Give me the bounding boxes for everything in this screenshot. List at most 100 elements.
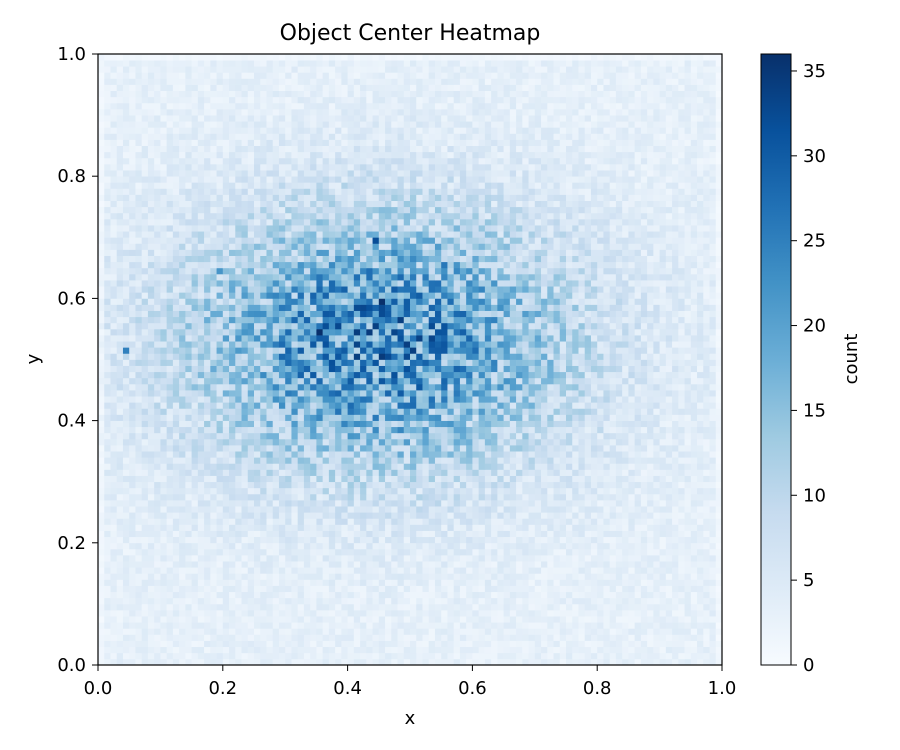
heatmap-cell [116, 622, 124, 629]
heatmap-cell [434, 383, 442, 391]
heatmap-cell [497, 359, 504, 366]
heatmap-cell [509, 536, 517, 544]
heatmap-cell [366, 561, 373, 568]
heatmap-cell [341, 481, 348, 489]
heatmap-cell [522, 597, 529, 605]
heatmap-cell [453, 475, 461, 483]
heatmap-cell [634, 640, 642, 648]
heatmap-cell [185, 426, 192, 434]
heatmap-cell [522, 616, 529, 623]
heatmap-cell [715, 634, 723, 641]
heatmap-cell [154, 481, 161, 489]
heatmap-cell [516, 573, 523, 580]
heatmap-cell [628, 603, 635, 611]
heatmap-cell [129, 481, 136, 489]
heatmap-cell [154, 371, 161, 379]
heatmap-cell [272, 377, 280, 385]
heatmap-cell [416, 658, 423, 666]
heatmap-cell [597, 408, 604, 415]
heatmap-cell [553, 610, 561, 617]
heatmap-cell [210, 390, 217, 397]
heatmap-cell [235, 506, 242, 513]
heatmap-cell [310, 371, 317, 379]
heatmap-cell [410, 506, 417, 513]
heatmap-cell [378, 512, 386, 519]
heatmap-cell [297, 561, 305, 568]
heatmap-cell [403, 548, 411, 556]
heatmap-cell [484, 402, 492, 409]
heatmap-cell [653, 646, 660, 654]
heatmap-cell [534, 390, 542, 397]
heatmap-cell [266, 420, 274, 428]
heatmap-cell [141, 591, 149, 599]
heatmap-cell [622, 377, 629, 385]
heatmap-cell [235, 408, 242, 415]
heatmap-cell [272, 555, 280, 562]
heatmap-cell [241, 652, 249, 660]
heatmap-cell [628, 610, 635, 617]
heatmap-cell [210, 463, 217, 470]
heatmap-cell [147, 628, 155, 635]
heatmap-cell [278, 420, 286, 428]
heatmap-cell [572, 396, 579, 403]
heatmap-cell [603, 500, 611, 507]
heatmap-cell [303, 512, 311, 519]
heatmap-cell [715, 463, 723, 470]
heatmap-cell [422, 524, 430, 531]
heatmap-cell [266, 561, 274, 568]
heatmap-cell [522, 585, 529, 593]
heatmap-cell [291, 561, 299, 568]
heatmap-cell [609, 445, 617, 452]
heatmap-cell [453, 402, 461, 409]
heatmap-cell [584, 481, 592, 489]
heatmap-cell [197, 518, 205, 525]
heatmap-cell [709, 493, 717, 501]
heatmap-cell [441, 530, 448, 538]
heatmap-cell [459, 530, 467, 538]
heatmap-cell [622, 573, 629, 580]
heatmap-cell [260, 542, 267, 550]
heatmap-cell [434, 536, 442, 544]
heatmap-cell [416, 536, 423, 544]
heatmap-cell [98, 524, 105, 531]
heatmap-cell [122, 542, 130, 550]
heatmap-cell [204, 603, 211, 611]
heatmap-cell [603, 365, 611, 373]
heatmap-cell [459, 365, 467, 373]
heatmap-cell [509, 493, 517, 501]
heatmap-cell [566, 542, 573, 550]
heatmap-cell [628, 542, 635, 550]
heatmap-cell [110, 518, 118, 525]
heatmap-cell [572, 634, 579, 641]
heatmap-cell [640, 426, 648, 434]
heatmap-cell [647, 377, 654, 385]
heatmap-cell [572, 646, 579, 654]
heatmap-cell [491, 457, 498, 464]
heatmap-cell [360, 390, 367, 397]
heatmap-cell [472, 487, 479, 495]
heatmap-cell [584, 658, 592, 666]
heatmap-cell [247, 658, 255, 666]
heatmap-cell [110, 469, 118, 476]
heatmap-cell [509, 555, 517, 562]
heatmap-cell [453, 597, 461, 605]
heatmap-cell [453, 591, 461, 599]
heatmap-cell [204, 432, 211, 440]
heatmap-cell [653, 359, 660, 366]
heatmap-cell [428, 457, 436, 464]
heatmap-cell [653, 622, 660, 629]
heatmap-cell [647, 530, 654, 538]
heatmap-cell [491, 640, 498, 648]
heatmap-cell [684, 469, 692, 476]
heatmap-cell [640, 591, 648, 599]
heatmap-cell [266, 542, 274, 550]
heatmap-cell [566, 365, 573, 373]
heatmap-cell [484, 493, 492, 501]
heatmap-cell [534, 561, 542, 568]
heatmap-cell [522, 542, 529, 550]
heatmap-cell [690, 500, 698, 507]
heatmap-cell [466, 493, 473, 501]
heatmap-cell [522, 487, 529, 495]
heatmap-cell [110, 628, 118, 635]
heatmap-cell [360, 365, 367, 373]
